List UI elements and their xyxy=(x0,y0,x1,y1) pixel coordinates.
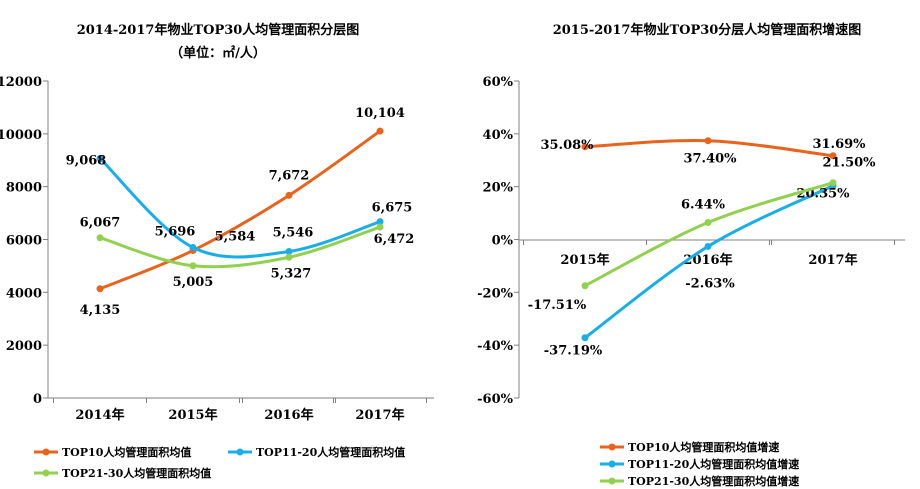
right-y-tick-label: 20% xyxy=(483,181,514,196)
right-data-label: 37.40% xyxy=(683,152,737,167)
right-data-point xyxy=(581,334,589,342)
left-series-line-3 xyxy=(98,225,382,269)
left-data-point xyxy=(285,191,293,199)
right-data-label: 31.69% xyxy=(812,137,866,152)
left-line-chart: 0 2000 4000 6000 8000 10000 12000 2014年 2015年 201… xyxy=(0,75,434,423)
left-legend-label: TOP10人均管理面积均值 xyxy=(62,445,191,459)
left-legend-label: TOP11-20人均管理面积均值 xyxy=(256,445,405,459)
right-data-point xyxy=(581,143,589,151)
left-y-tick-label: 0 xyxy=(33,392,42,407)
left-chart-title: 2014-2017年物业TOP30人均管理面积分层图 xyxy=(77,22,360,38)
right-data-point xyxy=(704,242,712,250)
left-y-tick-label: 2000 xyxy=(6,339,42,354)
right-data-label: 20.35% xyxy=(796,187,850,202)
left-data-point xyxy=(285,247,293,255)
left-data-label: 4,135 xyxy=(80,303,121,318)
left-series-line-1 xyxy=(98,129,382,291)
left-y-tick-label: 8000 xyxy=(6,181,42,196)
left-y-tick-label: 6000 xyxy=(6,234,42,249)
right-line-chart: -60% -40% -20% 0% 20% 40% 60% 2015年 2016年 2017年 35… xyxy=(477,75,905,407)
right-y-tick-label: -20% xyxy=(477,286,513,301)
right-data-point xyxy=(704,218,712,226)
left-data-point xyxy=(285,253,293,261)
right-data-point xyxy=(581,282,589,290)
left-data-point xyxy=(376,218,384,226)
left-data-label: 5,584 xyxy=(215,229,256,244)
right-y-tick-label: 60% xyxy=(483,75,514,90)
right-data-label: -17.51% xyxy=(528,298,587,313)
left-legend-label: TOP21-30人均管理面积均值 xyxy=(62,466,211,480)
left-data-point xyxy=(376,127,384,135)
right-data-label: -37.19% xyxy=(544,344,603,359)
left-data-label: 7,672 xyxy=(269,168,310,183)
left-x-tick-label: 2015年 xyxy=(168,407,217,423)
right-data-label: 6.44% xyxy=(681,197,726,212)
left-data-point xyxy=(96,285,104,293)
right-legend-label: TOP10人均管理面积均值增速 xyxy=(628,440,779,454)
right-data-label: -2.63% xyxy=(685,276,735,291)
left-x-tick-label: 2016年 xyxy=(264,407,313,423)
left-data-label: 5,005 xyxy=(173,275,214,290)
right-data-point xyxy=(829,179,837,187)
right-legend-marker xyxy=(608,443,616,451)
right-data-label: 35.08% xyxy=(540,138,594,153)
left-data-label: 9,068 xyxy=(66,153,107,168)
left-data-label: 5,546 xyxy=(273,225,314,240)
left-y-tick-label: 10000 xyxy=(0,128,42,143)
left-data-label: 5,327 xyxy=(271,266,312,281)
left-data-point xyxy=(96,234,104,242)
left-y-tick-label: 4000 xyxy=(6,286,42,301)
right-x-tick-label: 2015年 xyxy=(560,252,609,268)
right-y-tick-label: 40% xyxy=(483,128,514,143)
right-x-tick-label: 2016年 xyxy=(683,252,732,268)
right-y-tick-label: -40% xyxy=(477,339,513,354)
left-x-tick-label: 2017年 xyxy=(355,407,404,423)
right-chart-legend: TOP10人均管理面积均值增速 TOP11-20人均管理面积均值增速 TOP21-3… xyxy=(600,440,799,488)
right-y-tick-label: 0% xyxy=(492,234,514,249)
left-legend-marker xyxy=(42,448,50,456)
left-data-label: 5,696 xyxy=(155,225,196,240)
left-legend-marker xyxy=(236,448,244,456)
left-data-label: 6,067 xyxy=(80,216,121,231)
left-legend-marker xyxy=(42,469,50,477)
right-chart-title: 2015-2017年物业TOP30分层人均管理面积增速图 xyxy=(553,22,862,38)
right-data-label: 21.50% xyxy=(822,156,876,171)
left-series-line-2 xyxy=(98,156,382,259)
left-data-point xyxy=(376,223,384,231)
right-legend-marker xyxy=(608,460,616,468)
left-data-point xyxy=(96,154,104,162)
right-y-tick-label: -60% xyxy=(477,392,513,407)
right-data-point xyxy=(829,152,837,160)
left-data-label: 6,472 xyxy=(374,232,415,247)
left-chart-subtitle: （单位：㎡/人） xyxy=(170,45,266,61)
right-legend-marker xyxy=(608,477,616,485)
left-chart-legend: TOP10人均管理面积均值 TOP11-20人均管理面积均值 TOP21-30人均管… xyxy=(34,445,405,480)
left-data-label: 6,675 xyxy=(372,201,413,216)
right-legend-label: TOP21-30人均管理面积均值增速 xyxy=(628,474,799,488)
right-data-point xyxy=(704,137,712,145)
left-y-tick-label: 12000 xyxy=(0,75,42,90)
left-data-point xyxy=(189,244,197,252)
left-data-label: 10,104 xyxy=(355,106,405,121)
right-x-tick-label: 2017年 xyxy=(808,252,857,268)
left-x-tick-label: 2014年 xyxy=(75,407,124,423)
left-data-point xyxy=(189,262,197,270)
right-legend-label: TOP11-20人均管理面积均值增速 xyxy=(628,457,799,471)
